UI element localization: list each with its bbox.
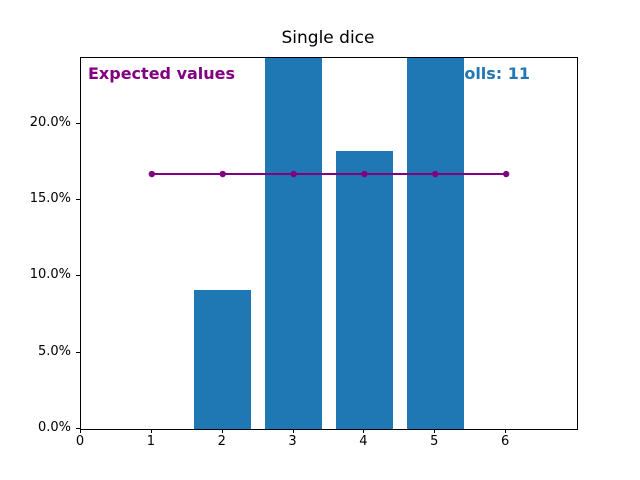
y-tick-label: 5.0% [37, 343, 71, 359]
bar-x4 [336, 151, 393, 429]
y-tick-mark [76, 428, 80, 429]
x-tick-label: 6 [501, 434, 510, 449]
x-tick-mark [80, 429, 81, 433]
expected-line-marker-x1 [148, 170, 156, 178]
bar-x3 [265, 58, 322, 429]
plot-area: Rolls: 11 Expected values [80, 57, 578, 430]
x-tick-label: 0 [75, 434, 85, 449]
x-tick-label: 5 [430, 434, 439, 449]
expected-values-label: Expected values [88, 64, 236, 83]
x-tick-mark [363, 429, 365, 433]
x-tick-label: 2 [217, 434, 226, 449]
y-tick-mark [76, 122, 80, 124]
bar-x5 [406, 58, 464, 429]
y-tick-mark [76, 198, 80, 200]
rolls-count-label: Rolls: 11 [452, 64, 531, 83]
x-tick-label: 1 [146, 434, 155, 449]
x-tick-mark [150, 429, 152, 433]
x-tick-mark [434, 429, 436, 433]
x-tick-label: 4 [359, 434, 368, 449]
expected-values-line [148, 170, 510, 178]
x-tick-mark [292, 429, 294, 433]
x-tick-label: 3 [288, 434, 297, 449]
chart-title: Single dice [281, 28, 375, 48]
expected-line-marker-x6 [502, 170, 510, 178]
y-tick-label: 20.0% [29, 114, 71, 130]
y-tick-label: 10.0% [29, 267, 71, 283]
x-tick-mark [505, 429, 507, 433]
y-tick-mark [76, 275, 80, 277]
y-tick-mark [76, 351, 80, 353]
y-tick-label: 0.0% [37, 420, 71, 435]
y-tick-label: 15.0% [29, 190, 71, 206]
expected-line-marker-x2 [219, 170, 226, 178]
x-tick-mark [221, 429, 223, 433]
bar-x2 [194, 290, 252, 429]
